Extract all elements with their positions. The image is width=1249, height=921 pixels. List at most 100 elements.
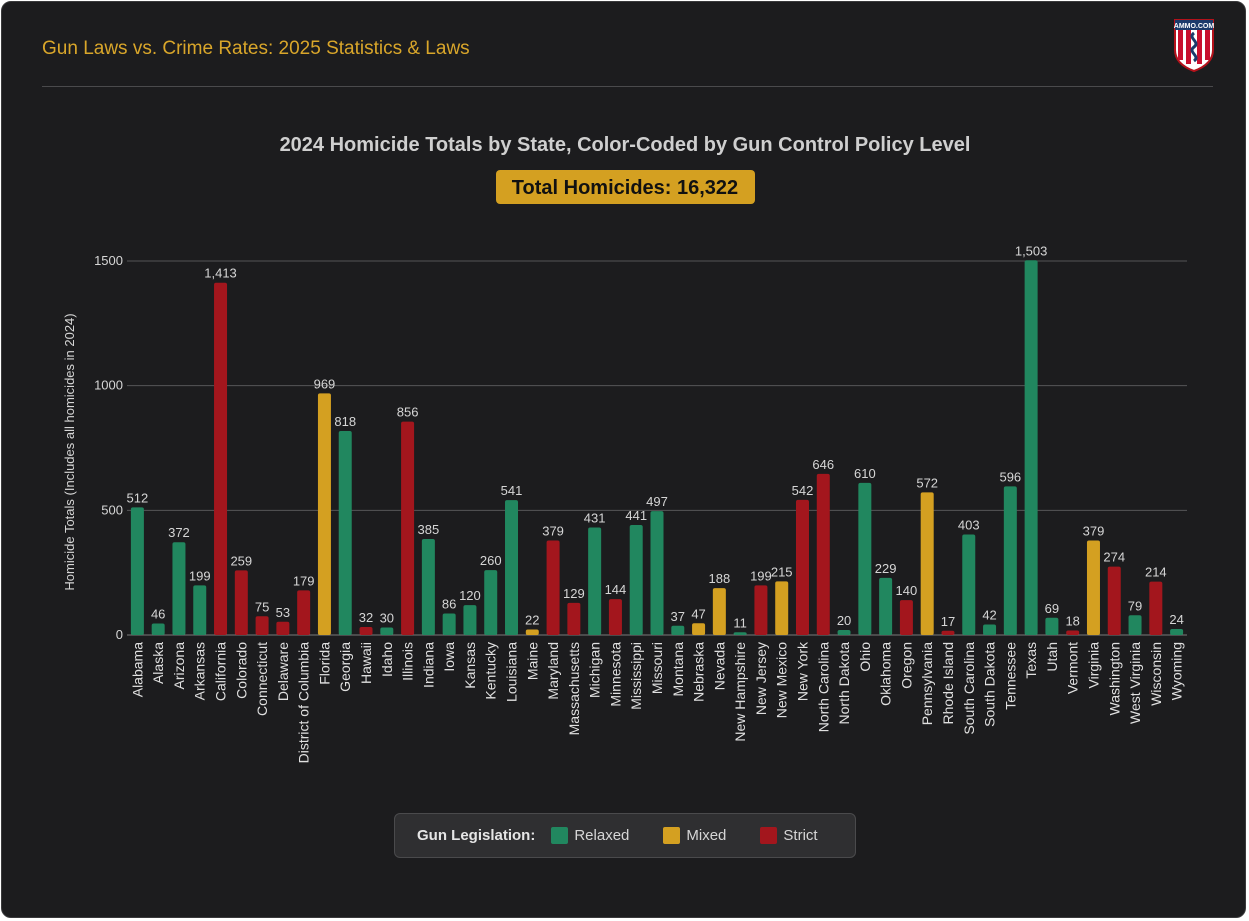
x-tick-label: Idaho [379,642,395,677]
bar[interactable] [214,282,228,635]
bar[interactable] [692,623,706,635]
chart-title: 2024 Homicide Totals by State, Color-Cod… [280,134,971,156]
bar[interactable] [588,527,602,635]
data-label: 75 [255,599,269,614]
x-tick-label: Oklahoma [878,642,894,706]
bar[interactable] [297,590,311,635]
bar[interactable] [858,482,872,635]
bar[interactable] [837,630,851,635]
bar[interactable] [712,588,726,635]
bar[interactable] [1149,581,1163,635]
bar[interactable] [816,473,830,635]
bar[interactable] [920,492,934,635]
legend-label-strict: Strict [783,827,818,844]
x-tick-label: Alaska [150,642,166,684]
bar[interactable] [401,421,415,635]
legend-swatch-strict [760,827,778,844]
bar[interactable] [795,499,809,635]
legend-item-mixed[interactable]: Mixed [663,827,726,844]
data-label: 403 [958,518,980,533]
data-label: 120 [459,588,481,603]
bar[interactable] [276,621,290,635]
x-tick-label: Delaware [275,642,291,701]
bar[interactable] [255,616,269,635]
bar[interactable] [505,500,519,635]
x-tick-label: Georgia [337,642,353,692]
x-tick-label: Iowa [441,642,457,672]
x-tick-label: South Carolina [961,642,977,735]
bar[interactable] [380,627,394,635]
data-label: 46 [151,607,165,622]
bar[interactable] [338,431,352,635]
bar[interactable] [1003,486,1017,635]
bar[interactable] [671,625,685,635]
x-tick-label: Kansas [462,642,478,689]
bar[interactable] [608,599,622,635]
bar[interactable] [442,613,456,635]
data-label: 215 [771,564,793,579]
bar[interactable] [1107,566,1121,635]
bar[interactable] [1170,629,1184,635]
legend-item-strict[interactable]: Strict [760,827,818,844]
data-label: 24 [1169,612,1183,627]
bar[interactable] [567,602,581,635]
bar[interactable] [484,570,498,635]
bar[interactable] [1086,540,1100,635]
data-label: 86 [442,597,456,612]
bar[interactable] [151,623,165,635]
x-tick-label: Nebraska [691,642,707,702]
bar[interactable] [899,600,913,635]
bar[interactable] [172,542,186,635]
page-title: Gun Laws vs. Crime Rates: 2025 Statistic… [42,38,470,59]
y-axis-label: Homicide Totals (Includes all homicides … [62,313,77,590]
data-label: 37 [671,609,685,624]
x-tick-label: California [213,642,229,701]
bar[interactable] [983,624,997,635]
bar[interactable] [733,632,747,635]
legend-label-mixed: Mixed [686,827,727,844]
x-tick-label: Alabama [129,642,145,697]
x-tick-label: Wyoming [1169,642,1185,700]
data-label: 274 [1103,550,1125,565]
x-tick-label: West Virginia [1127,642,1143,724]
bar[interactable] [1066,630,1080,635]
bar[interactable] [754,585,768,635]
bar[interactable] [1045,617,1059,635]
bar[interactable] [193,585,207,635]
bar[interactable] [317,393,331,635]
bar[interactable] [650,511,664,635]
data-label: 969 [314,376,336,391]
x-tick-label: Washington [1106,642,1122,715]
data-label: 259 [230,553,252,568]
data-label: 129 [563,586,585,601]
bar[interactable] [1128,615,1142,635]
data-label: 53 [276,605,290,620]
bar[interactable] [359,627,373,635]
bar[interactable] [463,605,477,635]
x-tick-label: South Dakota [982,642,998,727]
bar[interactable] [234,570,248,635]
bar[interactable] [525,629,539,635]
bar[interactable] [941,630,955,635]
bar[interactable] [130,507,144,635]
x-tick-label: Texas [1023,642,1039,679]
bar[interactable] [962,534,976,635]
bar[interactable] [546,540,560,635]
x-tick-label: Arkansas [192,642,208,700]
bar[interactable] [629,525,643,635]
data-label: 610 [854,466,876,481]
bar[interactable] [421,539,435,635]
bar[interactable] [1024,260,1038,635]
ammo-logo-icon[interactable]: AMMO.COM [1172,16,1216,72]
x-tick-label: North Carolina [815,642,831,732]
svg-text:AMMO.COM: AMMO.COM [1174,23,1215,30]
x-tick-label: Connecticut [254,642,270,716]
legend-title: Gun Legislation: [417,827,536,844]
legend-item-relaxed[interactable]: Relaxed [551,827,629,844]
bar[interactable] [775,581,789,635]
bar[interactable] [879,577,893,635]
data-label: 596 [999,469,1021,484]
legend: Gun Legislation: Relaxed Mixed Strict [394,813,856,858]
